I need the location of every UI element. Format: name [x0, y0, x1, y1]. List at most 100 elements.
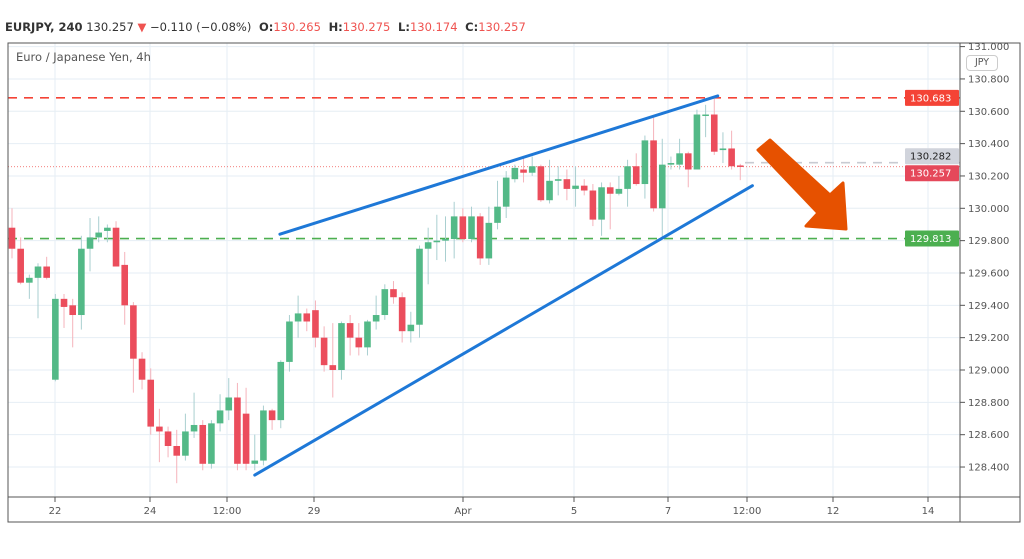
candle-down — [476, 216, 484, 259]
low-value: 130.174 — [409, 20, 458, 34]
series-legend: Euro / Japanese Yen, 4h — [16, 50, 151, 64]
symbol-name: EURJPY, 240 — [5, 20, 83, 34]
symbol-header: EURJPY, 240 130.257 ▼ −0.110 (−0.08%) O:… — [5, 20, 526, 34]
candle-down — [580, 185, 588, 191]
price-tick-label: 131.000 — [968, 42, 1009, 53]
candle-up — [528, 166, 536, 173]
chart-frame — [7, 42, 1021, 523]
candle-down — [17, 248, 24, 283]
level-price-label-box — [905, 89, 959, 106]
candle-up — [190, 424, 198, 432]
candle-down — [199, 424, 207, 464]
time-tick-label: 24 — [144, 506, 157, 517]
price-axis[interactable]: 131.000 130.800 130.600 130.400 130.200 130.0… — [960, 42, 1009, 474]
time-tick-label: 5 — [571, 506, 577, 517]
candle-down — [242, 413, 250, 464]
candle-down — [43, 266, 50, 278]
price-tick-label: 130.400 — [968, 139, 1009, 150]
candle-down — [684, 153, 692, 170]
candle-down — [606, 187, 614, 194]
high-label: H: — [328, 20, 343, 34]
candle-up — [433, 240, 441, 243]
time-tick-label: Apr — [454, 506, 472, 517]
triangle-down-icon: ▼ — [137, 20, 147, 34]
low-label: L: — [398, 20, 410, 34]
candle-up — [442, 239, 449, 241]
candle-up — [546, 180, 553, 201]
marker-price-label-box — [905, 148, 959, 165]
price-change: −0.110 (−0.08%) — [149, 20, 252, 34]
level-price-label-box — [905, 230, 959, 247]
price-tick-label: 129.600 — [968, 268, 1009, 279]
currency-badge[interactable]: JPY — [966, 55, 998, 71]
candle-up — [407, 324, 415, 332]
price-tick-label: 130.600 — [968, 107, 1009, 118]
candle-up — [719, 148, 727, 151]
candle-down — [398, 297, 406, 332]
candle-up — [502, 177, 510, 207]
candle-up — [494, 206, 501, 223]
price-tick-label: 129.200 — [968, 333, 1009, 344]
price-tick-label: 128.800 — [968, 398, 1009, 409]
candle-down — [320, 337, 328, 366]
price-tick-label: 130.000 — [968, 204, 1009, 215]
candle-up — [364, 321, 371, 348]
candle-up — [225, 397, 233, 411]
candle-up — [450, 216, 458, 240]
candle-down — [121, 264, 129, 306]
candle-up — [78, 248, 85, 316]
candle-down — [268, 410, 276, 421]
candle-down — [60, 298, 68, 307]
time-tick-label: 29 — [308, 506, 321, 517]
candle-up — [208, 423, 215, 464]
candle-up — [598, 187, 605, 220]
candle-down — [736, 165, 744, 167]
candle-up — [277, 361, 285, 421]
candle-down — [520, 169, 527, 173]
trendline — [253, 184, 754, 477]
candle-down — [589, 190, 597, 220]
candle-up — [615, 188, 623, 194]
open-value: 130.265 — [273, 20, 321, 34]
price-tick-label: 130.200 — [968, 171, 1009, 182]
current-price-label: 130.257 — [910, 169, 951, 180]
candle-up — [468, 216, 475, 240]
candle-up — [216, 410, 224, 424]
candle-up — [624, 166, 631, 189]
candle-down — [632, 166, 640, 185]
candle-up — [667, 163, 675, 165]
candle-up — [511, 167, 519, 180]
candle-up — [702, 114, 709, 117]
candle-up — [658, 164, 666, 209]
candle-down — [346, 323, 354, 338]
time-tick-label: 12:00 — [213, 506, 242, 517]
open-label: O: — [258, 20, 274, 34]
candle-down — [147, 379, 155, 427]
candle-down — [112, 227, 120, 267]
candle-up — [34, 266, 42, 278]
candle-up — [485, 222, 493, 259]
candle-up — [182, 431, 189, 456]
candle-down — [650, 140, 657, 209]
candle-up — [95, 232, 102, 238]
candle-down — [728, 148, 735, 167]
candle-up — [693, 114, 701, 170]
candle-down — [8, 227, 16, 249]
candle-up — [424, 242, 432, 249]
candle-up — [641, 140, 649, 185]
time-tick-label: 12:00 — [733, 506, 762, 517]
candle-down — [303, 313, 311, 322]
candle-down — [156, 426, 163, 432]
candle-up — [52, 298, 59, 380]
candle-down — [69, 305, 76, 316]
time-tick-label: 14 — [922, 506, 935, 517]
price-tick-label: 129.800 — [968, 236, 1009, 247]
time-axis[interactable]: 22 24 12:00 29 Apr 5 7 12:00 12 14 — [49, 497, 935, 517]
candle-up — [338, 323, 345, 370]
candle-down — [173, 445, 181, 456]
candle-up — [251, 460, 259, 464]
candle-down — [234, 397, 241, 464]
candle-down — [537, 166, 545, 201]
down-arrow-annotation — [756, 138, 848, 231]
